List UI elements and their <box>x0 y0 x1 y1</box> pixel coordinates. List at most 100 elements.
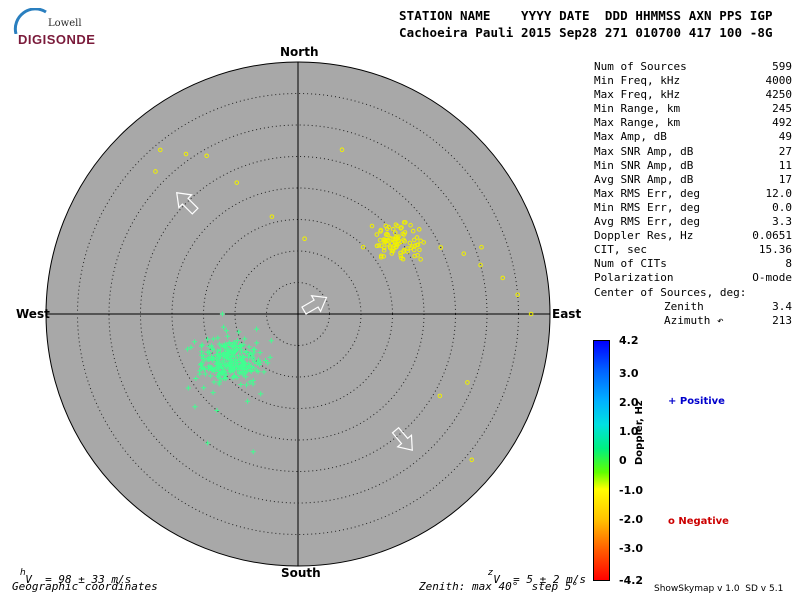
negative-doppler-points <box>153 147 534 463</box>
negative-point <box>379 243 384 248</box>
positive-point <box>217 353 223 359</box>
positive-point <box>216 379 222 385</box>
positive-point <box>247 351 253 357</box>
positive-point <box>211 379 217 385</box>
stat-value: 17 <box>778 172 792 186</box>
colorbar-tick: 0 <box>619 454 627 467</box>
colorbar-tick: -3.0 <box>619 542 644 555</box>
negative-point <box>384 231 390 237</box>
negative-point <box>465 380 470 385</box>
negative-point <box>417 247 422 253</box>
colorbar-tick: 3.0 <box>619 367 639 380</box>
stat-value: 599 <box>772 60 792 73</box>
negative-point <box>376 243 382 248</box>
positive-point <box>237 363 243 369</box>
positive-point <box>198 343 204 349</box>
logo-arc-icon <box>13 8 47 34</box>
positive-point <box>216 374 222 380</box>
stat-value: 245 <box>772 102 792 116</box>
positive-point <box>215 361 221 367</box>
negative-point <box>415 242 421 247</box>
negative-point <box>378 229 383 234</box>
positive-point <box>250 377 256 383</box>
negative-point <box>398 239 404 245</box>
stat-label: Avg RMS Err, deg <box>594 215 700 229</box>
negative-point <box>401 248 407 253</box>
positive-point <box>254 326 260 332</box>
doppler-colorbar <box>593 340 610 581</box>
positive-point <box>236 370 242 376</box>
negative-point <box>438 245 444 250</box>
positive-point <box>245 398 251 404</box>
positive-point <box>225 353 231 359</box>
negative-point <box>269 214 275 219</box>
negative-point <box>398 253 404 258</box>
stat-label: Max Range, km <box>594 116 681 130</box>
stat-row: Min Range, km 245 <box>594 102 792 116</box>
negative-point <box>407 240 413 246</box>
negative-point <box>382 237 388 243</box>
stat-value: 492 <box>772 116 792 130</box>
positive-point <box>247 379 253 385</box>
colorbar-label: Doppler, Hz <box>634 400 645 465</box>
stat-value: 4250 <box>765 88 793 102</box>
positive-point <box>210 346 216 352</box>
negative-point <box>411 237 417 243</box>
stat-row: Azimuth ↶ 213 <box>594 314 792 328</box>
positive-point <box>248 368 254 374</box>
stat-row: Min RMS Err, deg 0.0 <box>594 201 792 215</box>
negative-point <box>381 254 387 259</box>
positive-point <box>228 359 234 365</box>
positive-point <box>206 343 212 349</box>
negative-point <box>387 235 393 241</box>
stat-row: Center of Sources, deg: <box>594 286 792 300</box>
positive-point <box>210 336 216 342</box>
stat-label: Max RMS Err, deg <box>594 186 700 200</box>
negative-point <box>381 248 387 253</box>
negative-point <box>399 255 404 261</box>
positive-point <box>243 382 249 388</box>
negative-point <box>386 224 391 230</box>
positive-point <box>220 358 226 364</box>
positive-point <box>268 338 274 344</box>
positive-point <box>235 366 241 372</box>
stat-value: 11 <box>778 158 792 172</box>
positive-point <box>200 364 206 370</box>
positive-point <box>202 371 208 377</box>
positive-legend: + Positive <box>668 396 725 407</box>
positive-point <box>240 372 246 378</box>
negative-point <box>500 275 506 281</box>
stat-row: CIT, sec 15.36 <box>594 243 792 257</box>
positive-point <box>255 369 261 375</box>
negative-point <box>515 292 520 298</box>
stat-row: Max Freq, kHz 4250 <box>594 88 792 102</box>
stat-row: Doppler Res, Hz 0.0651 <box>594 229 792 243</box>
negative-point <box>437 393 443 399</box>
stat-label: Center of Sources, deg: <box>594 285 747 299</box>
positive-point <box>251 365 257 371</box>
positive-point <box>237 343 243 349</box>
horizontal-velocity: V = 98 ± 33 m/s h <box>12 560 131 599</box>
negative-point <box>478 262 483 268</box>
positive-point <box>224 355 230 361</box>
digisonde-logo: Lowell DIGISONDE <box>10 8 100 50</box>
positive-point <box>235 338 241 344</box>
positive-point <box>230 375 236 381</box>
negative-point <box>374 243 380 249</box>
positive-point <box>192 404 198 410</box>
positive-point <box>235 352 241 358</box>
negative-legend: o Negative <box>668 516 729 527</box>
colorbar-tick: 1.0 <box>619 425 639 438</box>
positive-point <box>225 333 231 339</box>
positive-point <box>243 349 249 355</box>
positive-point <box>226 340 232 346</box>
positive-point <box>209 366 215 372</box>
positive-point <box>218 343 224 349</box>
positive-point <box>257 350 263 356</box>
vh-subscript: h <box>20 568 26 578</box>
negative-point <box>204 153 209 159</box>
negative-point <box>412 253 417 259</box>
positive-point <box>238 381 244 387</box>
negative-point <box>153 169 158 174</box>
